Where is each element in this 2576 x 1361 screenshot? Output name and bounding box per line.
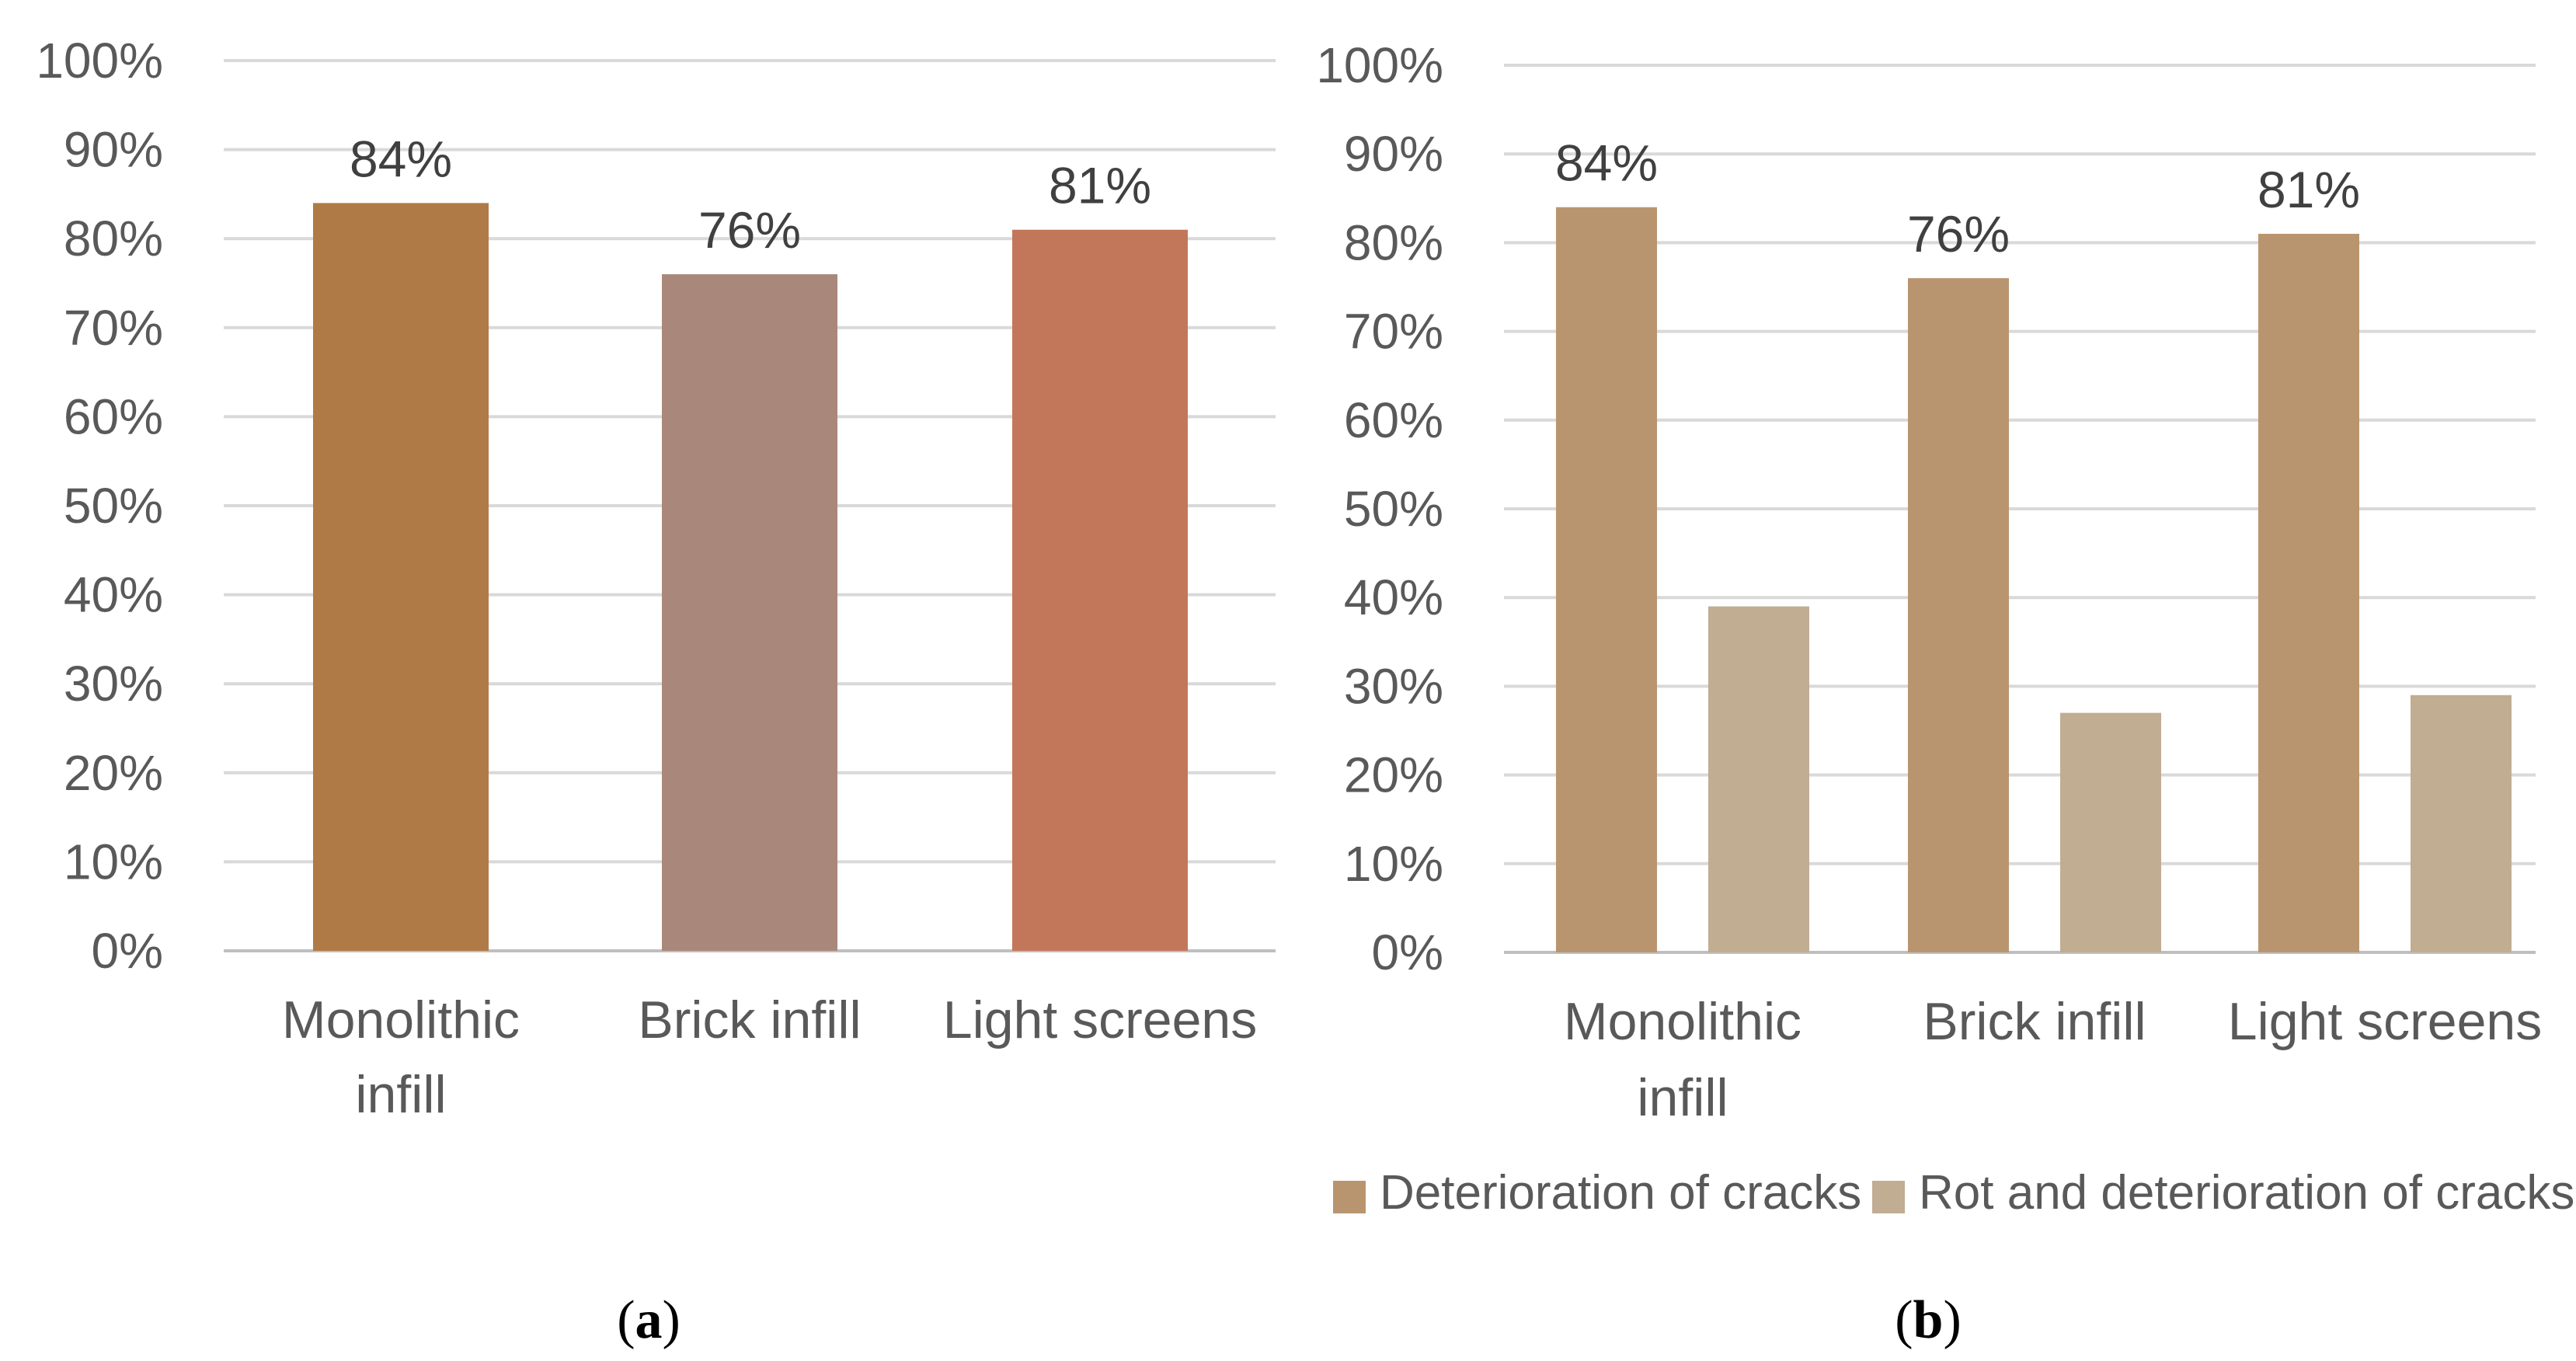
x-category-label: Monolithic infill xyxy=(1564,992,1801,1127)
y-tick-label: 10% xyxy=(1344,836,1443,892)
x-category-label: Light screens xyxy=(2228,992,2542,1051)
y-tick-label: 80% xyxy=(64,211,163,266)
data-label: 76% xyxy=(1907,205,2010,263)
bar xyxy=(2411,694,2512,952)
category-line: Monolithic xyxy=(282,990,520,1049)
chart-b: 0% 10% 20% 30% 40% 50% 60% 70% 80% 90% 100% 84% 76% 8… xyxy=(1316,37,2574,1350)
category-line: Brick infill xyxy=(1923,992,2146,1051)
bar xyxy=(1556,207,1657,953)
y-tick-label: 0% xyxy=(92,923,164,979)
y-tick-label: 90% xyxy=(1344,126,1443,182)
y-tick-label: 40% xyxy=(64,567,163,623)
y-tick-label: 30% xyxy=(64,656,163,712)
category-line: Light screens xyxy=(2228,992,2542,1051)
y-tick-label: 60% xyxy=(1344,392,1443,448)
data-label: 84% xyxy=(1555,134,1658,192)
bar xyxy=(2258,233,2359,953)
data-label: 81% xyxy=(1049,157,1151,214)
y-tick-label: 70% xyxy=(64,300,163,356)
y-tick-label: 70% xyxy=(1344,304,1443,360)
data-label: 76% xyxy=(698,201,801,259)
y-tick-label: 100% xyxy=(36,33,163,89)
panel-paren-close: ) xyxy=(1943,1290,1961,1350)
data-label: 84% xyxy=(350,130,452,187)
bar xyxy=(2060,712,2161,952)
category-line: Monolithic xyxy=(1564,992,1801,1051)
y-tick-label: 50% xyxy=(64,478,163,534)
y-tick-label: 100% xyxy=(1316,37,1443,93)
legend-label: Deterioration of cracks xyxy=(1380,1166,1861,1220)
category-line: infill xyxy=(355,1065,446,1124)
panel-paren-open: ( xyxy=(1895,1290,1913,1350)
y-tick-label: 60% xyxy=(64,388,163,444)
y-tick-label: 10% xyxy=(64,834,163,889)
panel-paren-open: ( xyxy=(617,1290,635,1350)
panel-letter: a xyxy=(635,1290,663,1350)
y-tick-label: 30% xyxy=(1344,658,1443,714)
y-tick-label: 40% xyxy=(1344,569,1443,625)
panel-letter: b xyxy=(1913,1290,1944,1350)
category-line: infill xyxy=(1637,1068,1728,1127)
legend-label: Rot and deterioration of cracks xyxy=(1919,1166,2574,1220)
data-label: 81% xyxy=(2257,161,2360,218)
bar xyxy=(662,274,837,951)
panel-label: (b) xyxy=(1895,1290,1962,1350)
y-tick-label: 90% xyxy=(64,122,163,178)
y-tick-label: 50% xyxy=(1344,481,1443,537)
category-line: Light screens xyxy=(943,990,1257,1049)
x-category-label: Light screens xyxy=(943,990,1257,1049)
x-category-label: Brick infill xyxy=(1923,992,2146,1051)
bar xyxy=(1012,229,1188,951)
panel-label: (a) xyxy=(617,1290,681,1350)
y-tick-label: 20% xyxy=(1344,747,1443,803)
y-tick-label: 0% xyxy=(1372,924,1444,980)
bar xyxy=(313,203,489,951)
panel-paren-close: ) xyxy=(663,1290,681,1350)
bar xyxy=(1708,606,1809,952)
legend-swatch xyxy=(1872,1181,1905,1213)
bar xyxy=(1908,278,2009,953)
x-category-label: Monolithic infill xyxy=(282,990,520,1124)
chart-a: 0% 10% 20% 30% 40% 50% 60% 70% 80% 90% 100% 84% 76% 8… xyxy=(36,33,1276,1350)
y-tick-label: 20% xyxy=(64,745,163,801)
category-line: Brick infill xyxy=(638,990,861,1049)
legend-swatch xyxy=(1333,1181,1366,1213)
y-tick-label: 80% xyxy=(1344,214,1443,270)
x-category-label: Brick infill xyxy=(638,990,861,1049)
